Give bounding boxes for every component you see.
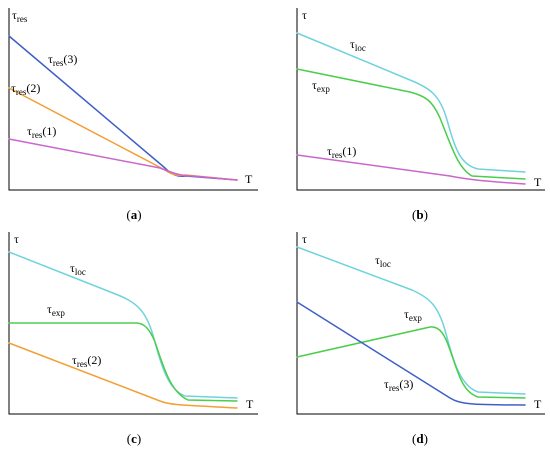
panel-c-caption: (c) xyxy=(127,431,141,446)
panel-d-label-tau-loc: τloc xyxy=(375,253,391,269)
panel-c-curve-tau-res-2 xyxy=(8,342,238,409)
panel-d-curve-tau-loc xyxy=(296,246,526,395)
panel-b-label-tau-loc: τloc xyxy=(350,37,366,53)
panel-b-y-axis-label: τ xyxy=(302,8,307,22)
panel-a-label-tau-res-1: τres(1) xyxy=(27,124,56,140)
panel-b-label-tau-res-1: τres(1) xyxy=(327,144,356,160)
panel-b-x-axis-label: T xyxy=(534,175,542,189)
panel-b-axes xyxy=(296,8,545,191)
panel-d-curve-tau-res-3 xyxy=(296,301,526,406)
panel-d-label-tau-res-3: τres(3) xyxy=(384,377,413,393)
panel-c-label-tau-exp: τexp xyxy=(47,302,65,318)
panel-c-y-axis-label: τ xyxy=(14,232,19,246)
panel-d-y-axis-label: τ xyxy=(302,232,307,246)
panel-b-curve-tau-exp xyxy=(296,68,526,180)
panel-b: τ T τloc τexp τres(1) (b) xyxy=(296,8,545,222)
panel-a-curve-tau-res-1 xyxy=(8,138,238,181)
panel-c-axes xyxy=(8,232,258,415)
panel-a-caption: (a) xyxy=(126,207,141,222)
panel-c-label-tau-loc: τloc xyxy=(70,261,86,277)
panel-b-caption: (b) xyxy=(412,207,428,222)
panel-c-curve-tau-loc xyxy=(8,251,238,399)
panel-d-caption: (d) xyxy=(412,431,428,446)
panel-d-x-axis-label: T xyxy=(534,397,542,411)
panel-b-label-tau-exp: τexp xyxy=(312,78,330,94)
panel-a-label-tau-res-3: τres(3) xyxy=(48,52,77,68)
panel-c-label-tau-res-2: τres(2) xyxy=(72,353,101,369)
panel-d: τ T τloc τexp τres(3) (d) xyxy=(296,232,545,446)
panel-b-curve-tau-res-1 xyxy=(296,154,526,185)
panel-c-x-axis-label: T xyxy=(246,397,254,411)
panel-d-curve-tau-exp xyxy=(296,326,526,399)
panel-d-axes xyxy=(296,232,545,415)
panel-a-label-tau-res-2: τres(2) xyxy=(11,81,40,97)
panel-a-x-axis-label: T xyxy=(245,172,253,186)
panel-a-curve-tau-res-3 xyxy=(8,35,238,181)
panel-d-label-tau-exp: τexp xyxy=(404,307,422,323)
panel-b-curve-tau-loc xyxy=(296,32,526,173)
panel-a: τres T τres(3) τres(2) τres(1) (a) xyxy=(8,8,258,222)
panel-c: τ T τloc τexp τres(2) (c) xyxy=(8,232,258,446)
panel-a-y-axis-label: τres xyxy=(12,8,28,24)
panel-a-axes xyxy=(8,8,258,191)
panel-c-curve-tau-exp xyxy=(8,322,238,402)
